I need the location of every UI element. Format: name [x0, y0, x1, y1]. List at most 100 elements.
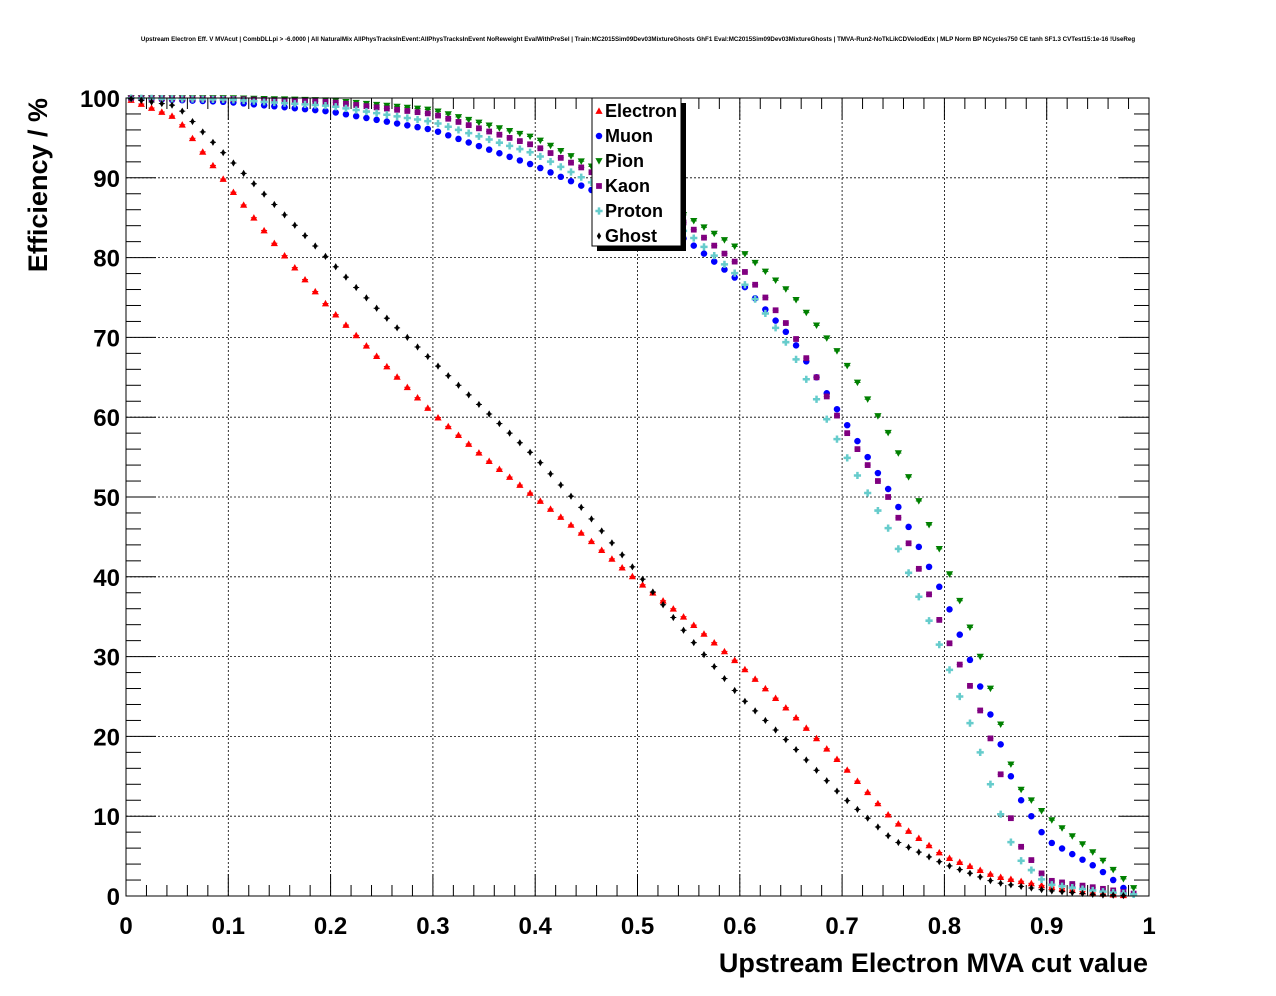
data-point — [384, 314, 390, 322]
data-point — [1080, 889, 1085, 898]
data-point — [536, 152, 544, 161]
data-point — [567, 168, 575, 176]
data-point — [998, 879, 1003, 887]
data-point — [485, 146, 493, 153]
data-point — [506, 142, 514, 150]
data-point — [618, 564, 626, 571]
data-point — [241, 169, 246, 178]
data-point — [1058, 825, 1066, 832]
data-point — [455, 119, 462, 125]
data-point — [250, 214, 258, 221]
x-axis-label: Upstream Electron MVA cut value — [719, 948, 1148, 978]
data-point — [507, 429, 512, 437]
data-point — [312, 106, 319, 114]
data-point — [250, 97, 258, 105]
data-point — [987, 735, 994, 742]
data-point — [516, 481, 524, 488]
y-tick-label: 90 — [93, 166, 120, 193]
data-point — [394, 106, 400, 113]
data-point — [219, 95, 227, 104]
data-point — [587, 178, 596, 186]
data-point — [854, 437, 861, 445]
data-point — [497, 419, 502, 428]
data-point — [1017, 877, 1025, 885]
data-point — [403, 114, 411, 122]
data-point — [546, 158, 555, 166]
data-point — [864, 788, 872, 796]
data-point — [1049, 887, 1054, 895]
data-point — [158, 94, 166, 103]
data-point — [527, 141, 533, 148]
data-point — [1037, 881, 1046, 889]
data-point — [158, 108, 166, 115]
data-point — [833, 435, 841, 443]
legend-label-kaon: Kaon — [605, 176, 650, 196]
data-point — [874, 506, 882, 515]
data-point — [221, 149, 226, 157]
data-point — [1059, 888, 1065, 896]
data-point — [834, 412, 840, 419]
data-point — [210, 138, 216, 146]
data-point — [1007, 761, 1015, 768]
data-point — [393, 373, 401, 380]
data-point — [833, 348, 841, 355]
data-point — [495, 139, 503, 147]
data-point — [640, 575, 645, 583]
data-point — [762, 306, 769, 313]
x-tick-label: 0 — [119, 913, 132, 940]
data-point — [516, 138, 523, 144]
data-point — [425, 352, 430, 361]
data-point — [322, 107, 329, 115]
data-point — [1058, 845, 1066, 852]
series-electron — [127, 96, 1128, 899]
data-point — [967, 869, 973, 877]
data-point — [976, 866, 984, 873]
data-point — [587, 537, 596, 545]
data-point — [219, 175, 227, 182]
data-point — [741, 281, 749, 289]
data-point — [721, 250, 728, 257]
data-point — [659, 597, 667, 604]
data-point — [496, 131, 503, 138]
legend-label-electron: Electron — [605, 101, 677, 121]
data-point — [1109, 866, 1117, 874]
data-point — [415, 343, 420, 351]
data-point — [1109, 876, 1117, 884]
x-tick-label: 0.5 — [621, 913, 654, 940]
data-point — [710, 230, 718, 238]
data-point — [741, 665, 749, 673]
data-point — [557, 513, 565, 520]
data-point — [864, 396, 872, 403]
data-point — [997, 873, 1005, 880]
data-point — [1089, 886, 1097, 895]
data-point — [444, 422, 452, 430]
data-point — [393, 112, 401, 120]
data-point — [945, 571, 954, 578]
data-point — [763, 716, 768, 725]
data-point — [966, 719, 974, 727]
data-point — [712, 662, 717, 671]
data-point — [906, 843, 911, 851]
data-point — [772, 277, 780, 284]
data-point — [1119, 876, 1128, 883]
data-point — [997, 741, 1004, 748]
data-point — [793, 745, 799, 754]
data-point — [485, 122, 493, 129]
data-point — [864, 489, 872, 497]
data-point — [568, 492, 574, 500]
data-point — [434, 413, 442, 421]
data-point — [588, 169, 595, 176]
data-point — [465, 116, 473, 124]
data-point — [424, 404, 432, 411]
data-point — [301, 105, 309, 113]
legend-marker-muon — [595, 132, 603, 140]
data-point — [884, 429, 892, 437]
data-point — [1037, 808, 1046, 815]
data-point — [945, 854, 954, 861]
data-point — [1008, 815, 1014, 822]
data-point — [844, 430, 851, 437]
data-point — [538, 459, 543, 467]
data-point — [599, 527, 604, 535]
data-point — [476, 125, 482, 132]
data-point — [343, 100, 349, 107]
